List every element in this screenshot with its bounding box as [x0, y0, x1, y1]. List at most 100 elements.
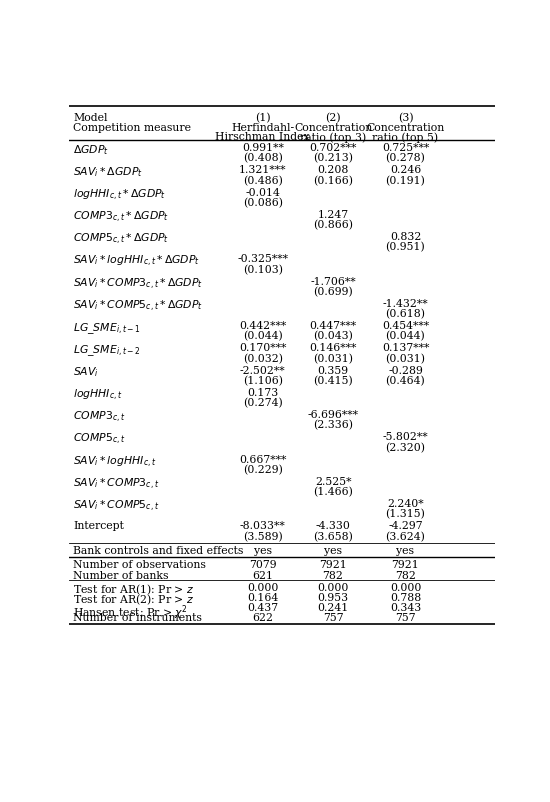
Text: Hansen test: Pr > $\chi^2$: Hansen test: Pr > $\chi^2$: [73, 602, 188, 621]
Text: (0.043): (0.043): [313, 331, 353, 341]
Text: (0.866): (0.866): [313, 220, 353, 230]
Text: (3.589): (3.589): [243, 531, 283, 541]
Text: Herfindahl-: Herfindahl-: [231, 123, 294, 132]
Text: Model: Model: [73, 113, 107, 123]
Text: yes: yes: [254, 545, 272, 555]
Text: 7079: 7079: [249, 560, 277, 569]
Text: 7921: 7921: [392, 560, 419, 569]
Text: -6.696***: -6.696***: [307, 410, 359, 419]
Text: Competition measure: Competition measure: [73, 123, 191, 132]
Text: (0.166): (0.166): [313, 176, 353, 185]
Text: (0.031): (0.031): [386, 353, 426, 363]
Text: ratio (top 5): ratio (top 5): [372, 132, 438, 143]
Text: -2.502**: -2.502**: [240, 365, 285, 375]
Text: 0.241: 0.241: [317, 602, 349, 613]
Text: $SAV_i * COMP3_{c,t}$: $SAV_i * COMP3_{c,t}$: [73, 476, 160, 492]
Text: 622: 622: [252, 613, 273, 622]
Text: $SAV_i * COMP5_{c,t} * \Delta GDP_t$: $SAV_i * COMP5_{c,t} * \Delta GDP_t$: [73, 298, 203, 314]
Text: 2.240*: 2.240*: [387, 499, 424, 508]
Text: -8.033**: -8.033**: [240, 520, 285, 531]
Text: (0.044): (0.044): [386, 331, 425, 341]
Text: 0.164: 0.164: [247, 592, 278, 602]
Text: 0.991**: 0.991**: [242, 143, 284, 153]
Text: -4.297: -4.297: [388, 520, 423, 531]
Text: Concentration: Concentration: [294, 123, 372, 132]
Text: (0.486): (0.486): [243, 176, 283, 185]
Text: $logHHI_{c,t}$: $logHHI_{c,t}$: [73, 387, 123, 403]
Text: 0.437: 0.437: [247, 602, 278, 613]
Text: (0.278): (0.278): [386, 153, 426, 164]
Text: 1.321***: 1.321***: [239, 165, 287, 175]
Text: $SAV_i * \Delta GDP_t$: $SAV_i * \Delta GDP_t$: [73, 165, 143, 179]
Text: Bank controls and fixed effects: Bank controls and fixed effects: [73, 545, 244, 555]
Text: (3.624): (3.624): [386, 531, 426, 541]
Text: Hirschman Index: Hirschman Index: [216, 132, 310, 142]
Text: $COMP5_{c,t}$: $COMP5_{c,t}$: [73, 431, 125, 447]
Text: -0.289: -0.289: [388, 365, 423, 375]
Text: (0.408): (0.408): [243, 153, 283, 164]
Text: Concentration: Concentration: [366, 123, 444, 132]
Text: (0.951): (0.951): [386, 242, 425, 253]
Text: 0.000: 0.000: [390, 582, 421, 592]
Text: $COMP3_{c,t} * \Delta GDP_t$: $COMP3_{c,t} * \Delta GDP_t$: [73, 209, 169, 225]
Text: (0.464): (0.464): [386, 375, 425, 386]
Text: (1.106): (1.106): [243, 375, 283, 386]
Text: 0.146***: 0.146***: [309, 343, 357, 353]
Text: 782: 782: [323, 569, 343, 580]
Text: -5.802**: -5.802**: [383, 431, 428, 442]
Text: (1.466): (1.466): [313, 487, 353, 496]
Text: 0.702***: 0.702***: [309, 143, 357, 153]
Text: yes: yes: [324, 545, 342, 555]
Text: 0.170***: 0.170***: [239, 343, 287, 353]
Text: -4.330: -4.330: [316, 520, 350, 531]
Text: Number of observations: Number of observations: [73, 560, 206, 569]
Text: (0.274): (0.274): [243, 398, 283, 408]
Text: 0.343: 0.343: [390, 602, 421, 613]
Text: $SAV_i * COMP5_{c,t}$: $SAV_i * COMP5_{c,t}$: [73, 499, 160, 513]
Text: 757: 757: [395, 613, 416, 622]
Text: (0.032): (0.032): [243, 353, 283, 363]
Text: $LG\_SME_{i,t-2}$: $LG\_SME_{i,t-2}$: [73, 343, 140, 358]
Text: -1.432**: -1.432**: [383, 298, 428, 309]
Text: (2): (2): [325, 113, 341, 124]
Text: 0.788: 0.788: [390, 592, 421, 602]
Text: (0.213): (0.213): [313, 153, 353, 164]
Text: (0.031): (0.031): [313, 353, 353, 363]
Text: (0.086): (0.086): [243, 197, 283, 208]
Text: $COMP5_{c,t} * \Delta GDP_t$: $COMP5_{c,t} * \Delta GDP_t$: [73, 232, 169, 247]
Text: (0.103): (0.103): [243, 264, 283, 274]
Text: $SAV_i * COMP3_{c,t} * \Delta GDP_t$: $SAV_i * COMP3_{c,t} * \Delta GDP_t$: [73, 276, 203, 291]
Text: (0.044): (0.044): [243, 331, 283, 341]
Text: 0.000: 0.000: [317, 582, 349, 592]
Text: 782: 782: [395, 569, 416, 580]
Text: Number of instruments: Number of instruments: [73, 613, 202, 622]
Text: $SAV_i$: $SAV_i$: [73, 365, 99, 379]
Text: Test for AR(1): Pr > $z$: Test for AR(1): Pr > $z$: [73, 582, 194, 597]
Text: -0.014: -0.014: [245, 188, 280, 197]
Text: Number of banks: Number of banks: [73, 569, 168, 580]
Text: 757: 757: [323, 613, 343, 622]
Text: Intercept: Intercept: [73, 520, 124, 531]
Text: 0.246: 0.246: [390, 165, 421, 175]
Text: 0.953: 0.953: [317, 592, 349, 602]
Text: 0.000: 0.000: [247, 582, 278, 592]
Text: 1.247: 1.247: [317, 209, 349, 220]
Text: 0.832: 0.832: [390, 232, 421, 241]
Text: $SAV_i * logHHI_{c,t}$: $SAV_i * logHHI_{c,t}$: [73, 454, 156, 469]
Text: 0.725***: 0.725***: [382, 143, 429, 153]
Text: 0.208: 0.208: [317, 165, 349, 175]
Text: $logHHI_{c,t} * \Delta GDP_t$: $logHHI_{c,t} * \Delta GDP_t$: [73, 188, 166, 202]
Text: -1.706**: -1.706**: [310, 276, 356, 286]
Text: $\Delta GDP_t$: $\Delta GDP_t$: [73, 143, 109, 156]
Text: (0.699): (0.699): [313, 286, 353, 297]
Text: (1): (1): [255, 113, 271, 124]
Text: (2.336): (2.336): [313, 419, 353, 430]
Text: (0.415): (0.415): [313, 375, 353, 386]
Text: (0.229): (0.229): [243, 464, 283, 475]
Text: (0.191): (0.191): [386, 176, 426, 185]
Text: 0.454***: 0.454***: [382, 321, 429, 330]
Text: 0.442***: 0.442***: [239, 321, 287, 330]
Text: 0.137***: 0.137***: [382, 343, 429, 353]
Text: yes: yes: [397, 545, 415, 555]
Text: 0.447***: 0.447***: [310, 321, 356, 330]
